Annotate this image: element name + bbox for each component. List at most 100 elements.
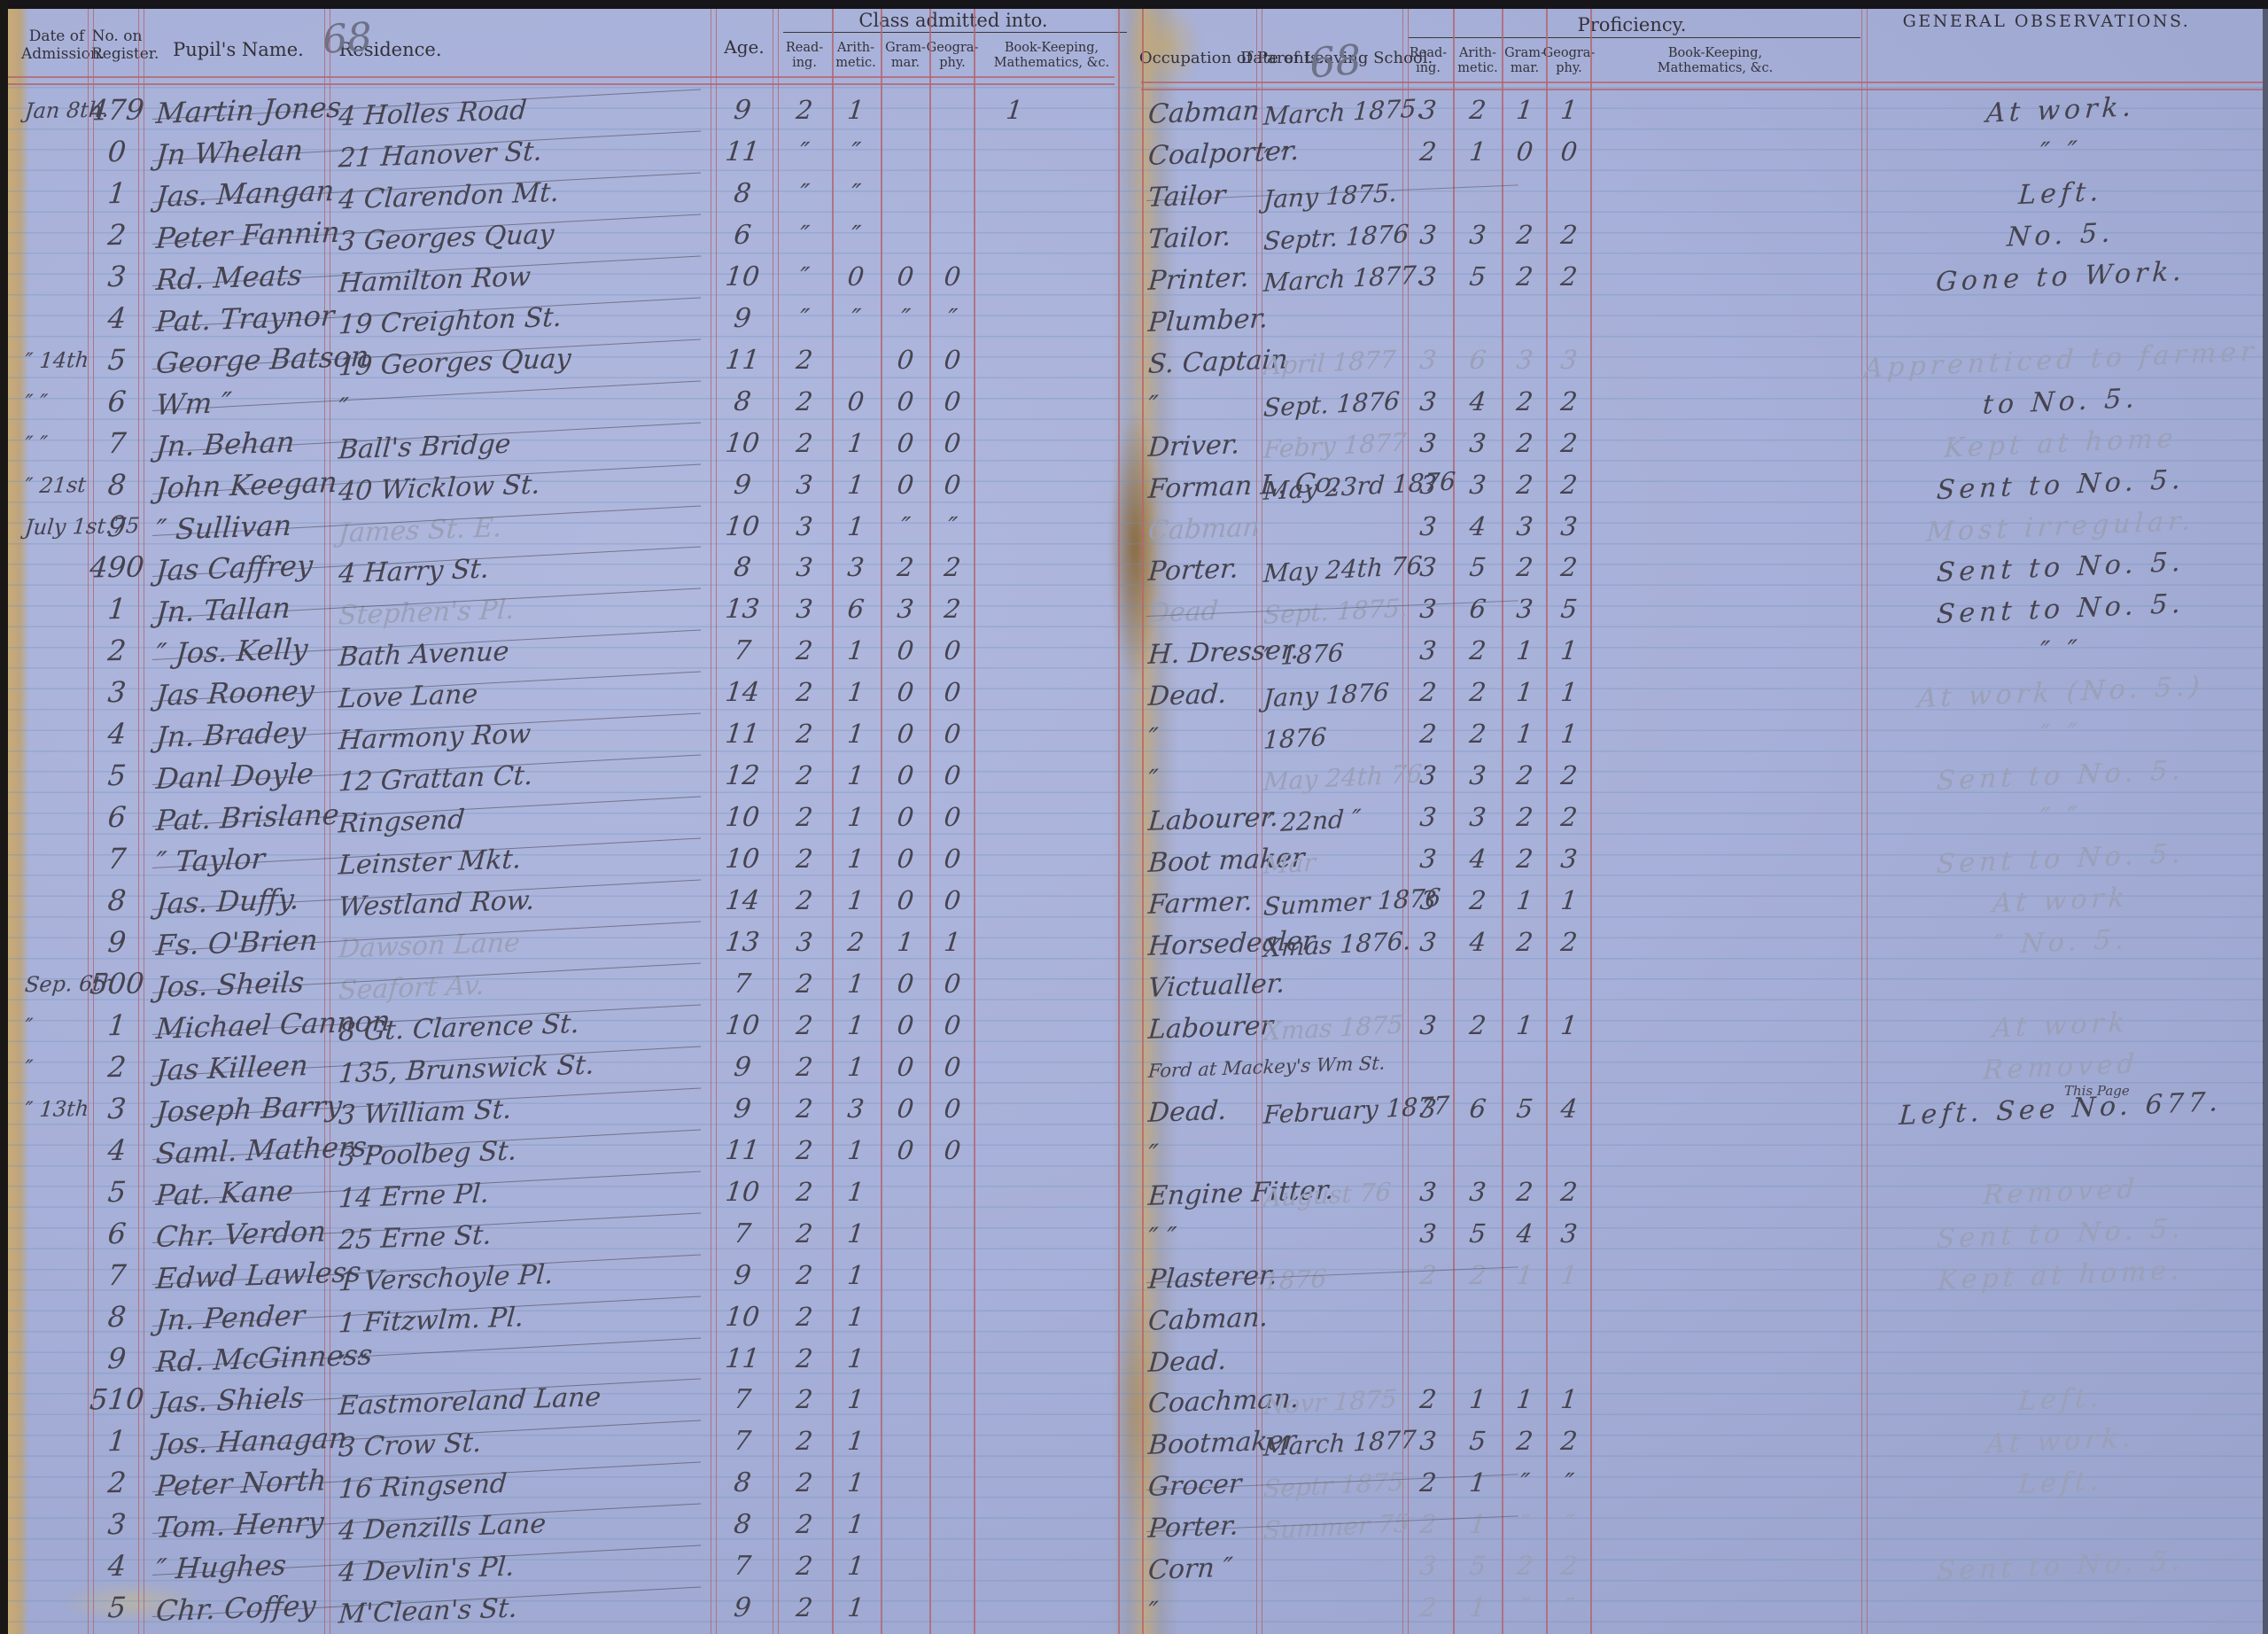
cell-register-number: 4 [106,300,128,335]
cell-class-admitted: 0 [896,885,916,916]
column-divider [929,9,931,1634]
cell-pupil-name: Saml. Mathers. [154,1129,377,1171]
cell-proficiency: 2 [1559,261,1580,292]
cell-proficiency: 5 [1468,261,1488,292]
cell-register-number: 490 [88,549,146,586]
cell-class-admitted: 2 [795,844,815,875]
cell-proficiency: 3 [1559,510,1580,541]
cell-class-admitted: ″ [945,510,959,541]
cell-class-admitted: 0 [896,1009,916,1040]
cell-register-number: 0 [106,134,128,169]
cell-proficiency: 3 [1468,469,1488,500]
col-header-pupil-name: Pupil's Name. [173,39,304,60]
cell-proficiency: 2 [1559,1176,1580,1207]
cell-proficiency: 3 [1418,385,1439,416]
cell-proficiency: 1 [1559,1009,1580,1040]
cell-class-admitted: 1 [846,760,866,791]
col-header-age: Age. [724,36,765,58]
cell-pupil-name: Jas. Duffy. [154,882,300,922]
cell-class-admitted: 2 [795,427,815,458]
cell-proficiency: 3 [1418,844,1439,875]
cell-proficiency: 1 [1559,885,1580,916]
col-header-date-admission: Date of Admission. [21,27,105,63]
col-header-bookkeeping-right: Book-Keeping, Mathematics, &c. [1657,46,1774,75]
cell-pupil-name: Jas. Mangan [154,173,336,214]
cell-proficiency: 3 [1418,760,1439,791]
col-header-grammar-right: Gram- mar. [1504,46,1545,75]
cell-proficiency: 1 [1468,1509,1488,1540]
cell-class-admitted: 1 [846,1467,866,1498]
cell-pupil-name: Danl Doyle [154,756,315,797]
cell-pupil-name: ″ Hughes [154,1548,288,1587]
cell-register-number: 2 [106,1466,128,1500]
cell-class-admitted: 0 [943,885,963,916]
cell-class-admitted: 2 [795,635,815,666]
cell-age: 9 [732,1592,753,1624]
cell-register-number: 9 [106,924,128,960]
cell-class-admitted: 0 [846,385,866,416]
cell-proficiency: 2 [1559,385,1580,416]
cell-proficiency: 2 [1468,1259,1488,1290]
cell-proficiency: 2 [1559,760,1580,791]
cell-class-admitted: ″ [898,302,913,333]
cell-proficiency: 3 [1418,1176,1439,1207]
column-divider [1256,9,1262,1634]
cell-register-number: 6 [106,799,128,835]
cell-pupil-name: Jas Killeen [154,1047,309,1087]
cell-proficiency: 4 [1468,927,1488,957]
column-divider [881,9,882,1634]
cell-proficiency: 3 [1468,219,1488,250]
cell-proficiency: 3 [1559,344,1580,375]
cell-proficiency: 3 [1418,1093,1439,1124]
cell-class-admitted: 0 [896,385,916,416]
cell-class-admitted: 1 [846,1426,866,1457]
col-header-geography-left: Geogra- phy. [926,41,979,70]
cell-class-admitted: 1 [846,635,866,666]
cell-proficiency: 3 [1418,1218,1439,1249]
cell-class-admitted: 0 [943,635,963,666]
cell-class-admitted: 3 [846,1093,866,1124]
cell-pupil-name: Jos. Sheils [154,965,306,1005]
cell-class-admitted: 2 [795,344,815,375]
cell-proficiency: 2 [1468,885,1488,916]
cell-class-admitted: 0 [943,385,963,416]
cell-register-number: 4 [106,1132,128,1167]
cell-class-admitted: 1 [846,844,866,875]
cell-proficiency: 2 [1418,1384,1439,1415]
cell-pupil-name: Jn. Bradey [154,715,307,755]
cell-register-number: 5 [106,342,128,377]
cell-proficiency: 1 [1559,677,1580,708]
cell-proficiency: 3 [1418,885,1439,916]
gutter-stain [1109,409,1161,684]
cell-proficiency: ″ [1562,1509,1576,1540]
cell-proficiency: 5 [1468,1551,1488,1582]
cell-class-admitted: 0 [943,1093,963,1124]
cell-class-admitted: 0 [896,427,916,458]
cell-class-admitted: 1 [846,1218,866,1249]
cell-class-admitted: 2 [795,1134,815,1165]
cell-proficiency: 6 [1468,344,1488,375]
cell-class-admitted: ″ [797,219,812,250]
cell-pupil-name: Jn Whelan [154,133,305,173]
cell-class-admitted: 6 [846,594,866,625]
cell-register-number: 5 [106,758,128,793]
cell-register-number: 5 [106,1174,128,1209]
col-header-arithmetic-right: Arith- metic. [1457,46,1498,75]
cell-class-admitted: ″ [797,261,812,292]
cell-class-admitted: 1 [846,1259,866,1290]
header-underline [1409,37,1860,39]
cell-proficiency: 3 [1418,219,1439,250]
cell-class-admitted: 0 [896,1093,916,1124]
cell-proficiency: 5 [1559,594,1580,625]
cell-proficiency: 2 [1418,719,1439,750]
cell-register-number: 4 [106,1549,128,1583]
cell-proficiency: 1 [1559,1384,1580,1415]
cell-proficiency: 5 [1468,1218,1488,1249]
cell-class-admitted: 2 [795,1093,815,1124]
cell-class-admitted: 0 [943,1051,963,1082]
col-header-arithmetic-left: Arith- metic. [835,41,876,70]
cell-class-admitted: 0 [896,968,916,999]
cell-class-admitted: 1 [846,95,866,125]
cell-class-admitted: 0 [943,344,963,375]
column-divider [1402,9,1409,1634]
